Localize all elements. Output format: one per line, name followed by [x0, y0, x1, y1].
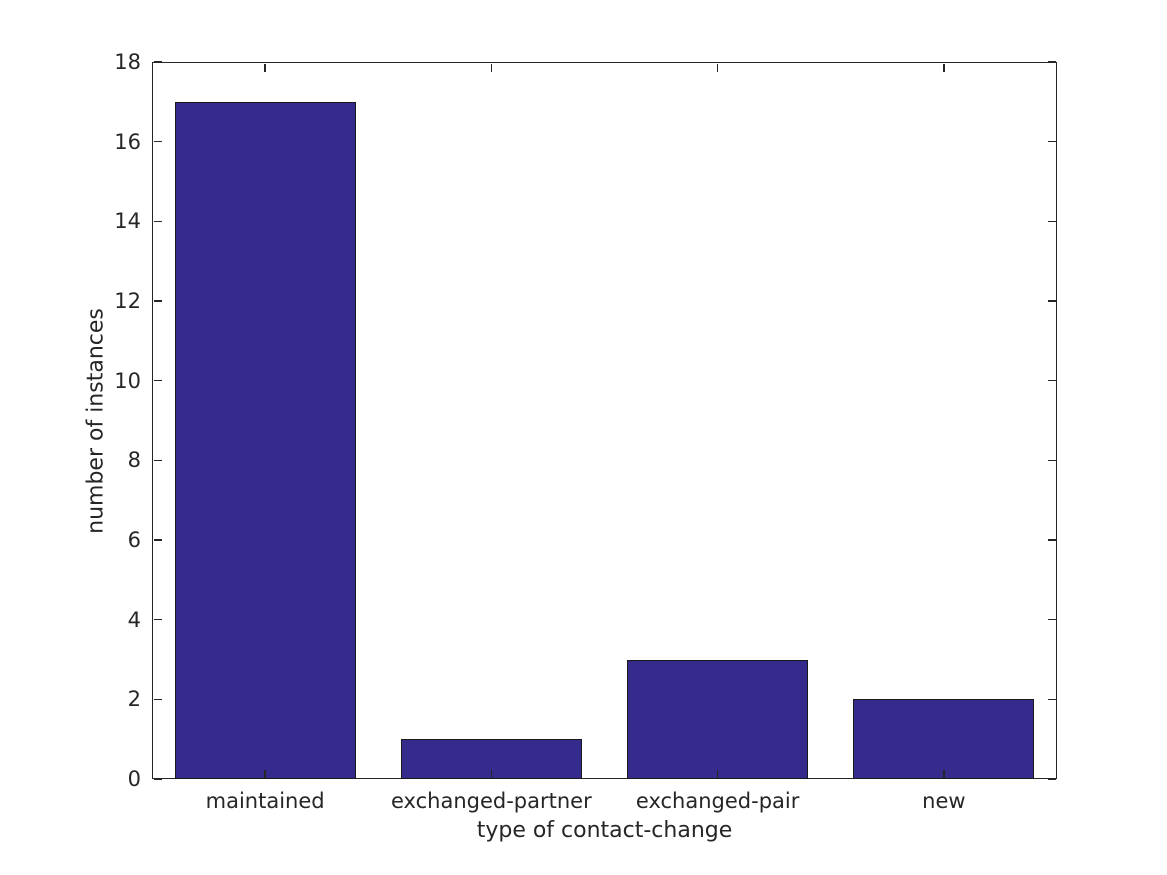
y-tick-left [153, 459, 162, 462]
y-tick-label: 4 [127, 607, 141, 632]
x-tick-label: exchanged-pair [635, 789, 800, 813]
y-tick-label: 6 [127, 528, 141, 552]
y-tick-right [1047, 778, 1056, 780]
y-tick-label: 18 [114, 50, 141, 74]
y-tick-label: 8 [127, 448, 141, 473]
y-tick-left [153, 778, 162, 780]
bar-new [853, 699, 1035, 779]
y-tick-left [153, 698, 162, 701]
y-tick-label: 16 [114, 129, 141, 154]
y-tick-label: 14 [114, 209, 141, 234]
x-tick-bottom [943, 769, 945, 778]
y-tick-left [153, 618, 162, 621]
y-tick-right [1047, 61, 1056, 63]
bar-maintained [174, 101, 356, 779]
y-tick-left [153, 140, 162, 143]
y-tick-label: 0 [127, 767, 141, 791]
y-tick-label: 2 [127, 687, 141, 712]
x-tick-top [943, 63, 945, 72]
x-tick-label: new [922, 789, 966, 813]
x-tick-top [490, 63, 493, 72]
y-tick-right [1047, 379, 1056, 382]
y-tick-left [153, 220, 162, 223]
y-tick-label: 12 [114, 289, 141, 313]
y-axis-label: number of instances [83, 307, 109, 534]
x-tick-label: maintained [205, 789, 325, 813]
y-tick-label: 10 [114, 368, 141, 393]
x-axis-label: type of contact-change [476, 818, 733, 843]
y-tick-right [1047, 698, 1056, 701]
y-tick-right [1047, 459, 1056, 462]
y-tick-left [153, 539, 162, 541]
x-tick-bottom [490, 769, 493, 778]
y-tick-left [153, 61, 162, 63]
x-tick-bottom [716, 769, 719, 778]
y-tick-left [153, 300, 162, 302]
y-tick-right [1047, 618, 1056, 621]
y-tick-right [1047, 539, 1056, 541]
bar-exchanged-partner [400, 739, 582, 779]
bar-exchanged-pair [627, 659, 809, 779]
x-tick-top [716, 63, 719, 72]
x-tick-bottom [264, 769, 266, 778]
y-tick-right [1047, 300, 1056, 302]
y-tick-left [153, 379, 162, 382]
x-tick-label: exchanged-partner [391, 789, 592, 813]
y-tick-right [1047, 140, 1056, 143]
y-tick-right [1047, 220, 1056, 223]
x-tick-top [264, 63, 266, 72]
